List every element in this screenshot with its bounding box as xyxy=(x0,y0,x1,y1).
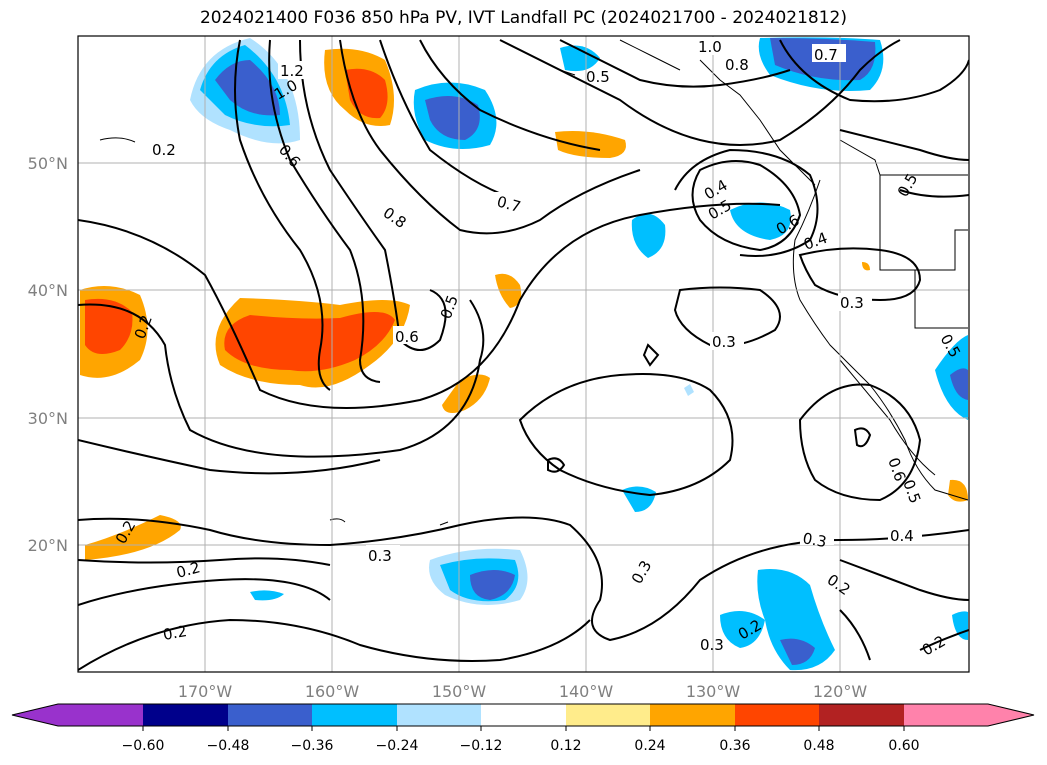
map-frame xyxy=(77,35,970,673)
lon-label-140w: 140°W xyxy=(559,682,614,701)
contour-label: 0.3 xyxy=(368,547,392,565)
contour-label: 1.2 xyxy=(280,62,304,80)
latitude-labels: 50°N 40°N 30°N 20°N xyxy=(28,154,68,555)
positive-pv-shading xyxy=(80,48,968,560)
colorbar-segment xyxy=(143,704,228,726)
contour-label: 0.3 xyxy=(801,529,828,551)
colorbar-tick-label: 0.24 xyxy=(634,738,665,754)
gridlines xyxy=(78,36,969,672)
colorbar-segment xyxy=(819,704,904,726)
negative-pv-shading xyxy=(190,37,968,671)
lon-label-120w: 120°W xyxy=(813,682,868,701)
colorbar-tick-label: −0.12 xyxy=(460,738,503,754)
colorbar-tick-label: −0.48 xyxy=(207,738,250,754)
contour-label: 0.2 xyxy=(162,622,189,644)
colorbar-tick-label: −0.24 xyxy=(376,738,419,754)
lat-label-30n: 30°N xyxy=(28,409,68,428)
colorbar-tick-label: 0.48 xyxy=(803,738,834,754)
lon-label-170w: 170°W xyxy=(178,682,233,701)
coastlines xyxy=(99,39,969,526)
lat-label-40n: 40°N xyxy=(28,281,68,300)
colorbar-segment xyxy=(566,704,650,726)
contour-label: 0.5 xyxy=(586,68,610,86)
colorbar-tick-label: 0.12 xyxy=(550,738,581,754)
lon-label-130w: 130°W xyxy=(686,682,741,701)
contour-label: 0.3 xyxy=(712,333,736,351)
contour-label: 0.2 xyxy=(174,558,202,582)
contour-label: 0.3 xyxy=(840,294,864,312)
lon-label-150w: 150°W xyxy=(432,682,487,701)
colorbar-segment xyxy=(650,704,735,726)
colorbar-segment xyxy=(12,704,58,726)
colorbar-segment xyxy=(988,704,1034,726)
colorbar-segment xyxy=(312,704,397,726)
lat-label-50n: 50°N xyxy=(28,154,68,173)
contour-label: 1.0 xyxy=(698,38,722,56)
map-title: 2024021400 F036 850 hPa PV, IVT Landfall… xyxy=(199,8,847,28)
colorbar-tick-label: −0.36 xyxy=(291,738,334,754)
colorbar-segment xyxy=(735,704,819,726)
contour-label: 0.6 xyxy=(395,328,419,346)
contour-label: 0.7 xyxy=(814,46,838,64)
contour-label: 0.2 xyxy=(152,141,176,159)
colorbar-segment xyxy=(904,704,988,726)
contour-label: 0.7 xyxy=(495,192,523,216)
map-panel[interactable]: 1.0 0.7 0.8 1.2 1.0 0.5 0.2 0.6 0.8 0.7 … xyxy=(78,36,969,672)
lon-label-160w: 160°W xyxy=(305,682,360,701)
contour-label: 0.4 xyxy=(890,527,914,545)
colorbar-segment xyxy=(397,704,481,726)
longitude-labels: 170°W 160°W 150°W 140°W 130°W 120°W xyxy=(178,682,868,701)
colorbar-tick-label: 0.60 xyxy=(888,738,919,754)
colorbar: −0.60 −0.48 −0.36 −0.24 −0.12 0.12 0.24 … xyxy=(11,703,1035,754)
colorbar-segment xyxy=(58,704,143,726)
contour-label: 0.8 xyxy=(725,56,749,74)
colorbar-tick-label: −0.60 xyxy=(122,738,165,754)
lat-label-20n: 20°N xyxy=(28,536,68,555)
colorbar-segment xyxy=(228,704,312,726)
colorbar-tick-label: 0.36 xyxy=(719,738,750,754)
colorbar-segment xyxy=(481,704,566,726)
contour-label: 0.3 xyxy=(700,636,724,654)
ivt-contours xyxy=(78,39,969,671)
